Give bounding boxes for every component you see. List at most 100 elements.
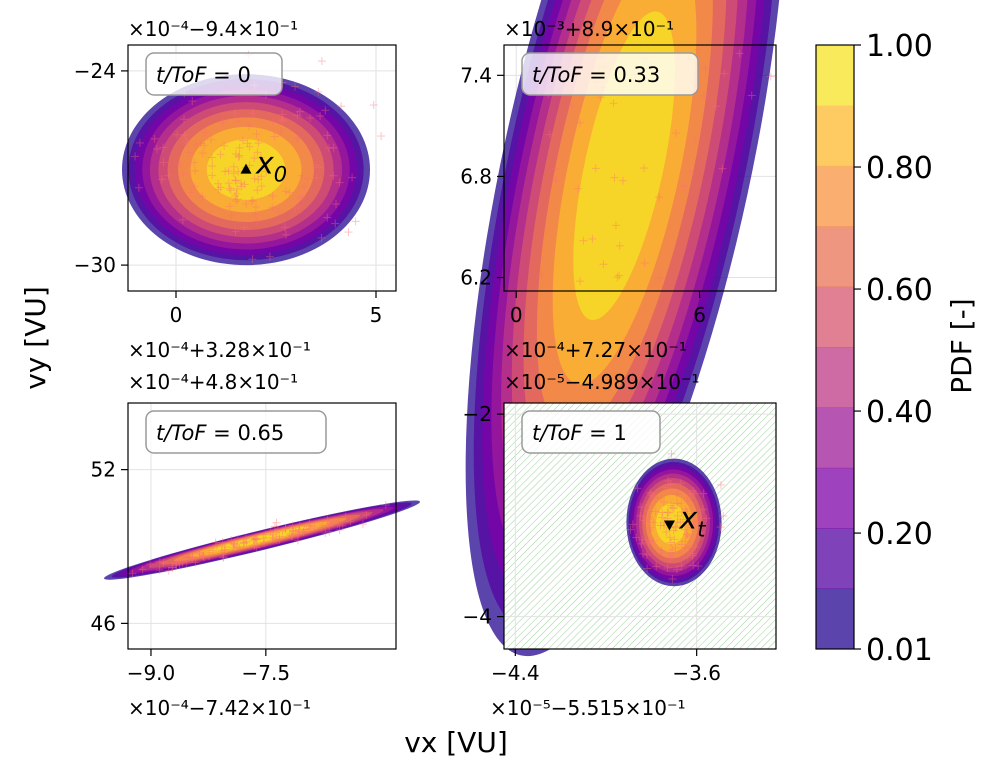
sample-marker bbox=[293, 111, 302, 120]
sample-marker bbox=[325, 527, 334, 536]
sample-marker bbox=[551, 164, 560, 173]
offset-text-bottom-left-x: ×10⁻⁴−7.42×10⁻¹ bbox=[128, 696, 311, 720]
sample-marker bbox=[341, 512, 350, 521]
sample-marker bbox=[673, 499, 682, 508]
sample-marker bbox=[687, 518, 696, 527]
sample-marker bbox=[609, 99, 618, 108]
annotation-box: t/ToF = 1 bbox=[521, 410, 661, 454]
sample-marker bbox=[735, 49, 744, 58]
sample-marker bbox=[656, 521, 665, 530]
sample-marker bbox=[150, 134, 159, 143]
y-tick-label: −30 bbox=[74, 253, 116, 277]
sample-marker bbox=[638, 535, 647, 544]
sample-marker bbox=[200, 128, 209, 137]
sample-marker bbox=[323, 131, 332, 140]
sample-marker bbox=[253, 186, 262, 195]
sample-marker bbox=[676, 479, 685, 488]
annotation-var: t/ToF bbox=[532, 63, 583, 87]
sample-marker bbox=[219, 553, 228, 562]
sample-marker bbox=[218, 550, 227, 559]
sample-marker bbox=[667, 501, 676, 510]
sample-marker bbox=[338, 521, 347, 530]
sample-marker bbox=[294, 202, 303, 211]
sample-marker bbox=[281, 524, 290, 533]
sample-marker bbox=[257, 172, 266, 181]
sample-marker bbox=[294, 536, 303, 545]
sample-marker bbox=[545, 130, 554, 139]
sample-marker bbox=[673, 518, 682, 527]
sample-marker bbox=[685, 543, 694, 552]
sample-marker bbox=[231, 197, 240, 206]
sample-marker bbox=[615, 271, 624, 280]
sample-marker bbox=[316, 112, 325, 121]
sample-marker bbox=[662, 528, 671, 537]
offset-text-top-right: ×10⁻³+8.9×10⁻¹ bbox=[504, 17, 674, 41]
sample-marker bbox=[657, 546, 666, 555]
sample-marker bbox=[265, 252, 274, 261]
sample-marker bbox=[645, 536, 654, 545]
sample-marker bbox=[335, 178, 344, 187]
sample-marker bbox=[208, 546, 217, 555]
sample-marker bbox=[681, 543, 690, 552]
annotation-box: t/ToF = 0 bbox=[145, 52, 283, 96]
sample-marker bbox=[290, 82, 299, 91]
sample-marker bbox=[693, 517, 702, 526]
sample-marker bbox=[657, 493, 666, 502]
sample-marker bbox=[248, 196, 257, 205]
sample-marker bbox=[293, 135, 302, 144]
sample-marker bbox=[312, 173, 321, 182]
sample-marker bbox=[190, 158, 199, 167]
sample-marker bbox=[294, 528, 303, 537]
sample-marker bbox=[248, 255, 257, 264]
sample-marker bbox=[296, 193, 305, 202]
sample-marker bbox=[636, 511, 645, 520]
sample-marker bbox=[636, 503, 645, 512]
sample-marker bbox=[185, 553, 194, 562]
sample-marker bbox=[249, 536, 258, 545]
sample-marker bbox=[195, 548, 204, 557]
sample-marker bbox=[214, 179, 223, 188]
sample-marker bbox=[642, 550, 651, 559]
sample-marker bbox=[198, 551, 207, 560]
sample-marker bbox=[268, 191, 277, 200]
svg-text:t/ToF = 0: t/ToF = 0 bbox=[156, 63, 251, 87]
sample-marker bbox=[186, 188, 195, 197]
sample-marker bbox=[217, 546, 226, 555]
svg-text:t/ToF = 0.33: t/ToF = 0.33 bbox=[532, 63, 660, 87]
sample-marker bbox=[599, 260, 608, 269]
sample-marker bbox=[658, 513, 667, 522]
y-axis-label: vy [VU] bbox=[19, 286, 52, 390]
sample-marker bbox=[183, 139, 192, 148]
sample-marker bbox=[651, 507, 660, 516]
sample-marker bbox=[219, 552, 228, 561]
sample-marker bbox=[245, 142, 254, 151]
sample-marker bbox=[231, 227, 240, 236]
sample-marker bbox=[325, 143, 334, 152]
sample-marker bbox=[335, 525, 344, 534]
offset-text-bottom-right-x: ×10⁻⁵−5.515×10⁻¹ bbox=[490, 696, 686, 720]
sample-marker bbox=[216, 150, 225, 159]
sample-marker bbox=[241, 534, 250, 543]
colorbar-band-3 bbox=[816, 407, 854, 469]
sample-marker bbox=[687, 520, 696, 529]
sample-marker bbox=[270, 132, 279, 141]
sample-marker bbox=[665, 533, 674, 542]
annotation-var: t/ToF bbox=[532, 421, 583, 445]
sample-marker bbox=[645, 507, 654, 516]
sample-marker bbox=[671, 543, 680, 552]
sample-marker bbox=[231, 191, 240, 200]
sample-marker bbox=[689, 487, 698, 496]
sample-marker bbox=[637, 539, 646, 548]
sample-marker bbox=[232, 542, 241, 551]
sample-marker bbox=[233, 534, 242, 543]
sample-marker bbox=[199, 551, 208, 560]
sample-marker bbox=[285, 188, 294, 197]
sample-marker bbox=[646, 523, 655, 532]
sample-marker bbox=[681, 504, 690, 513]
sample-marker bbox=[337, 102, 346, 111]
y-tick-label: −2 bbox=[463, 402, 492, 426]
sample-marker bbox=[664, 476, 673, 485]
colorbar-tick-label: 0.20 bbox=[866, 517, 933, 552]
sample-marker bbox=[235, 543, 244, 552]
sample-marker bbox=[251, 534, 260, 543]
